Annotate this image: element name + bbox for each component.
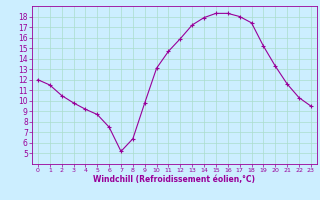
- X-axis label: Windchill (Refroidissement éolien,°C): Windchill (Refroidissement éolien,°C): [93, 175, 255, 184]
